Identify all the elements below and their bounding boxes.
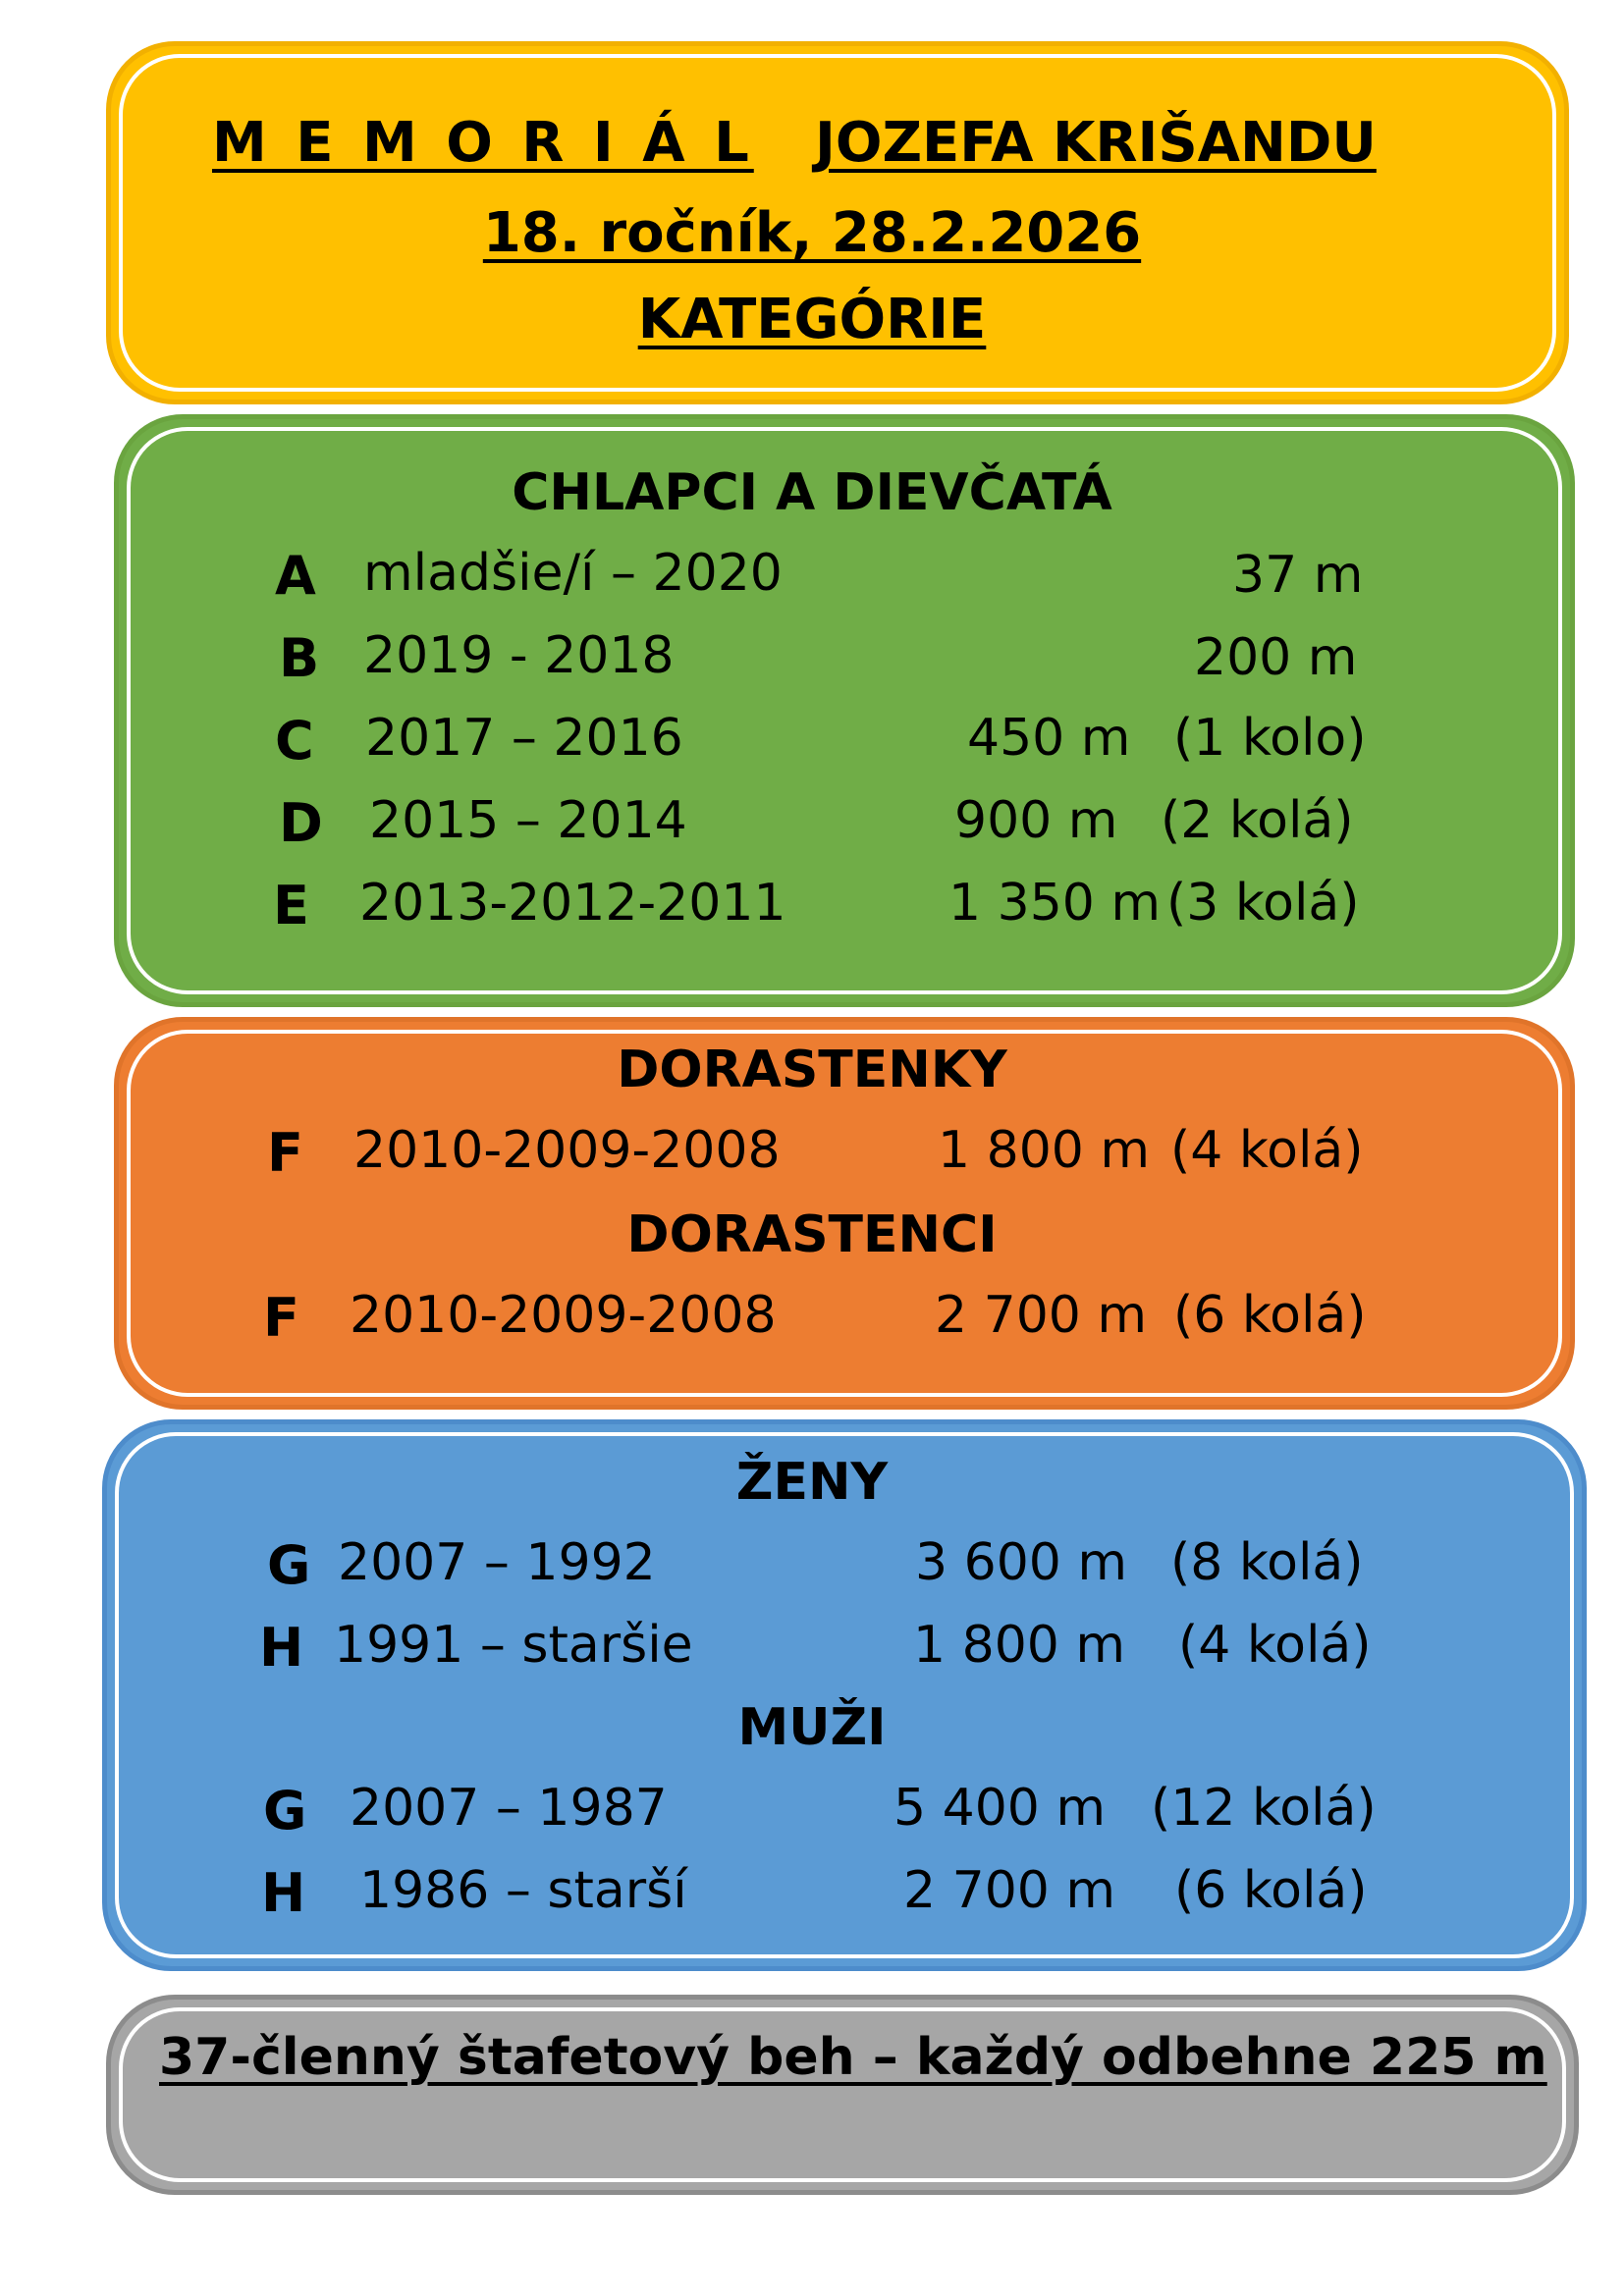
category-letter: F [263, 1287, 299, 1349]
category-letter: E [273, 875, 309, 936]
category-distance: 1 800 m [913, 1616, 1126, 1675]
category-letter: F [267, 1122, 303, 1184]
relay-panel [106, 1995, 1579, 2195]
children-heading: CHLAPCI A DIEVČATÁ [512, 463, 1112, 522]
category-distance: 2 700 m [903, 1861, 1116, 1920]
category-distance: 5 400 m [893, 1779, 1107, 1838]
category-laps: (2 kolá) [1161, 791, 1354, 850]
category-years: mladšie/í – 2020 [363, 544, 783, 603]
category-years: 2007 – 1987 [350, 1779, 668, 1838]
juniors-panel [114, 1017, 1575, 1410]
women-heading: ŽENY [735, 1453, 889, 1512]
category-laps: (12 kolá) [1151, 1779, 1377, 1838]
category-letter: B [279, 627, 320, 689]
title-memorial-name: JOZEFA KRIŠANDU [815, 111, 1377, 175]
category-laps: (4 kolá) [1170, 1121, 1364, 1180]
category-letter: A [275, 545, 316, 607]
category-years: 2007 – 1992 [338, 1533, 656, 1592]
men-heading: MUŽI [737, 1698, 887, 1757]
adults-panel [102, 1419, 1587, 1971]
title-edition: 18. ročník, 28.2.2026 [482, 201, 1142, 265]
category-years: 2019 - 2018 [363, 626, 675, 685]
category-letter: G [263, 1780, 307, 1842]
title-memorial-spaced: M E M O R I Á L [212, 111, 754, 175]
category-letter: H [259, 1617, 304, 1679]
category-laps: (6 kolá) [1174, 1861, 1368, 1920]
category-distance: 37 m [1232, 546, 1364, 605]
category-distance: 3 600 m [915, 1533, 1128, 1592]
category-distance: 1 350 m [948, 874, 1162, 933]
category-distance: 2 700 m [935, 1286, 1148, 1345]
category-distance: 1 800 m [938, 1121, 1151, 1180]
title-categories: KATEGÓRIE [637, 288, 987, 351]
category-years: 2015 – 2014 [369, 791, 687, 850]
category-letter: G [267, 1534, 311, 1596]
category-letter: C [275, 710, 314, 772]
title-panel [106, 41, 1569, 404]
category-years: 2013-2012-2011 [359, 874, 786, 933]
category-laps: (6 kolá) [1173, 1286, 1367, 1345]
juniors-girls-heading: DORASTENKY [617, 1041, 1007, 1099]
relay-text: 37-členný štafetový beh – každý odbehne … [159, 2028, 1547, 2087]
category-laps: (1 kolo) [1173, 709, 1367, 768]
category-years: 2017 – 2016 [365, 709, 683, 768]
category-laps: (3 kolá) [1166, 874, 1360, 933]
children-panel [114, 414, 1575, 1007]
category-distance: 900 m [954, 791, 1118, 850]
category-laps: (8 kolá) [1170, 1533, 1364, 1592]
category-years: 1986 – starší [359, 1861, 687, 1920]
category-years: 1991 – staršie [334, 1616, 693, 1675]
category-letter: H [261, 1862, 306, 1924]
category-laps: (4 kolá) [1178, 1616, 1372, 1675]
category-distance: 450 m [967, 709, 1131, 768]
category-distance: 200 m [1194, 628, 1358, 687]
juniors-boys-heading: DORASTENCI [626, 1205, 998, 1264]
category-years: 2010-2009-2008 [350, 1286, 777, 1345]
category-letter: D [279, 792, 323, 854]
category-years: 2010-2009-2008 [353, 1121, 781, 1180]
